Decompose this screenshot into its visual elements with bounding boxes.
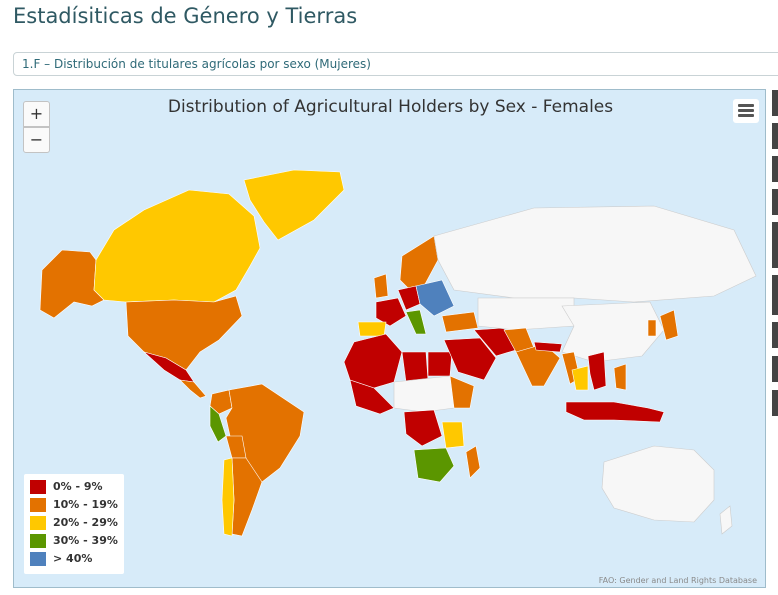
region-libya[interactable] — [401, 351, 429, 383]
region-new-zealand[interactable] — [719, 505, 733, 535]
legend-label: 20% - 29% — [53, 516, 118, 529]
side-tab[interactable] — [772, 356, 778, 382]
region-ethiopia[interactable] — [449, 375, 475, 409]
legend-swatch — [30, 480, 46, 494]
region-central-america[interactable] — [179, 379, 207, 399]
legend-swatch — [30, 534, 46, 548]
region-madagascar[interactable] — [465, 445, 481, 479]
legend-swatch — [30, 498, 46, 512]
hamburger-icon — [738, 114, 754, 117]
region-egypt[interactable] — [427, 351, 453, 377]
side-tab[interactable] — [772, 390, 778, 416]
region-philippines[interactable] — [613, 363, 627, 391]
region-southern-africa[interactable] — [413, 447, 455, 483]
region-vietnam[interactable] — [587, 351, 607, 391]
side-tab[interactable] — [772, 322, 778, 348]
region-central-asia[interactable] — [477, 297, 575, 331]
region-france[interactable] — [375, 297, 407, 327]
legend-label: 0% - 9% — [53, 480, 103, 493]
region-nepal[interactable] — [533, 341, 563, 353]
side-tab[interactable] — [772, 90, 778, 116]
legend-swatch — [30, 516, 46, 530]
map-title: Distribution of Agricultural Holders by … — [167, 97, 614, 117]
chart-menu-button[interactable] — [733, 99, 759, 123]
region-tanzania[interactable] — [441, 421, 465, 449]
side-tab[interactable] — [772, 156, 778, 182]
map-credits[interactable]: FAO: Gender and Land Rights Database — [598, 576, 757, 585]
legend-swatch — [30, 552, 46, 566]
page-title: Estadísiticas de Género y Tierras — [13, 4, 358, 28]
region-peru[interactable] — [209, 405, 227, 443]
legend-label: 30% - 39% — [53, 534, 118, 547]
legend-label: > 40% — [53, 552, 93, 565]
region-congo[interactable] — [403, 409, 443, 447]
region-korea[interactable] — [647, 319, 657, 337]
side-tab[interactable] — [772, 189, 778, 215]
hamburger-icon — [738, 109, 754, 112]
map-legend: 0% - 9% 10% - 19% 20% - 29% 30% - 39% > … — [24, 474, 124, 574]
region-turkey[interactable] — [441, 311, 479, 333]
zoom-in-button[interactable]: + — [23, 101, 50, 127]
side-tab[interactable] — [772, 222, 778, 268]
region-west-africa[interactable] — [349, 379, 395, 415]
side-tab[interactable] — [772, 123, 778, 149]
hamburger-icon — [738, 104, 754, 107]
region-china[interactable] — [561, 301, 665, 363]
region-saudi-arabia[interactable] — [443, 337, 497, 381]
region-indonesia[interactable] — [565, 401, 665, 423]
region-uk[interactable] — [373, 273, 389, 299]
legend-label: 10% - 19% — [53, 498, 118, 511]
region-north-west-africa[interactable] — [343, 333, 403, 389]
region-italy[interactable] — [405, 309, 427, 335]
map-chart: Distribution of Agricultural Holders by … — [13, 89, 766, 588]
world-map[interactable] — [14, 90, 766, 588]
region-eastern-europe[interactable] — [415, 279, 455, 317]
dataset-select[interactable]: 1.F – Distribución de titulares agrícola… — [13, 52, 778, 76]
zoom-out-button[interactable]: − — [23, 127, 50, 153]
region-chile[interactable] — [221, 457, 235, 537]
region-colombia[interactable] — [209, 389, 233, 415]
region-canada[interactable] — [93, 189, 261, 303]
region-greenland[interactable] — [243, 169, 345, 241]
region-scandinavia[interactable] — [399, 235, 439, 291]
region-spain[interactable] — [357, 321, 387, 337]
side-tab[interactable] — [772, 275, 778, 315]
region-australia[interactable] — [601, 445, 715, 523]
region-usa[interactable] — [125, 295, 243, 371]
region-russia[interactable] — [433, 205, 757, 303]
region-thailand[interactable] — [571, 365, 589, 391]
region-japan[interactable] — [659, 309, 679, 341]
